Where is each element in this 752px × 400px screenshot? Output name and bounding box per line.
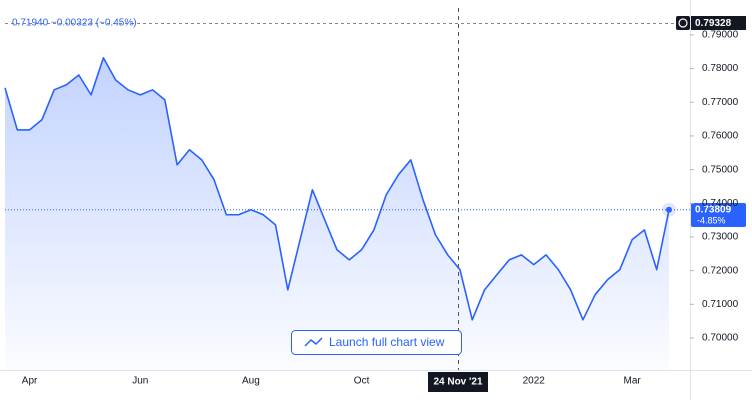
launch-button-icon xyxy=(304,337,323,347)
last-point xyxy=(666,206,672,213)
last-price-text: 0.73809 xyxy=(695,205,732,216)
high-label-bg xyxy=(691,16,746,30)
x-tick-label: Oct xyxy=(354,376,370,387)
y-tick-label: 0.72000 xyxy=(702,265,739,276)
high-label: 0.79328 xyxy=(676,16,746,30)
last-change-text: -4.85% xyxy=(697,215,726,225)
crosshair-date-bg xyxy=(428,372,488,392)
y-tick-label: 0.76000 xyxy=(702,131,739,142)
x-tick-label: Jun xyxy=(132,376,148,387)
high-icon-clock xyxy=(678,18,688,28)
y-tick-label: 0.77000 xyxy=(702,97,739,108)
y-tick-label: 0.71000 xyxy=(702,299,739,310)
y-tick-label: 0.70000 xyxy=(702,333,739,344)
crosshair-date: 24 Nov '21 xyxy=(433,377,483,388)
high-label-text: 0.79328 xyxy=(695,18,732,29)
x-tick-label: 2022 xyxy=(523,376,546,387)
y-tick-label: 0.79000 xyxy=(702,30,739,41)
y-tick-label: 0.75000 xyxy=(702,164,739,175)
launch-button[interactable]: Launch full chart view xyxy=(291,330,462,355)
launch-button-bg[interactable] xyxy=(291,330,462,355)
x-tick-label: Apr xyxy=(22,376,38,387)
launch-button-text[interactable]: Launch full chart view xyxy=(329,335,445,349)
last-price-bg xyxy=(691,203,746,227)
x-tick-label: Mar xyxy=(623,376,641,387)
y-tick-label: 0.73000 xyxy=(702,232,739,243)
price-line xyxy=(4,57,670,321)
last-price-label: 0.73809 -4.85% xyxy=(691,203,746,227)
plot-area xyxy=(4,57,690,370)
high-icon xyxy=(676,16,690,30)
y-tick-label: 0.74000 xyxy=(702,198,739,209)
y-tick-label: 0.78000 xyxy=(702,63,739,74)
x-tick-label: Aug xyxy=(242,376,260,387)
legend-values: 0.71940 −0.00323 (−0.45%) xyxy=(12,18,137,29)
